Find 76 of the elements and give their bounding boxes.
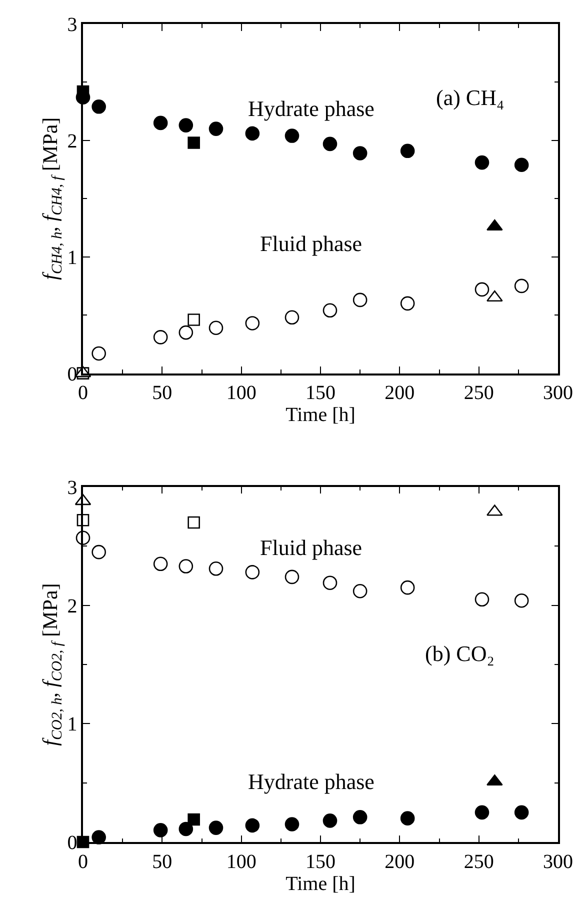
x-tick-label: 150	[306, 850, 336, 873]
point	[245, 126, 260, 141]
point	[284, 570, 300, 584]
annotation: Hydrate phase	[248, 96, 374, 121]
point	[188, 314, 200, 326]
point	[514, 593, 529, 608]
point	[92, 100, 106, 114]
y-tick-label: 1	[67, 246, 78, 269]
point	[188, 136, 200, 149]
point	[474, 282, 490, 297]
y-tick-label: 2	[67, 595, 78, 618]
point	[92, 830, 106, 844]
y-tick-label: 0	[67, 832, 78, 854]
x-tick-label: 250	[464, 382, 494, 404]
x-axis-title: Time [h]	[286, 872, 356, 895]
x-tick-label: 50	[152, 850, 172, 873]
x-tick-label: 250	[464, 850, 494, 873]
point	[208, 122, 224, 136]
point	[474, 805, 490, 820]
point	[178, 325, 194, 340]
point	[322, 576, 338, 590]
point	[400, 580, 415, 595]
annotation: Fluid phase	[260, 535, 362, 560]
point	[352, 292, 368, 308]
annotation: (a) CH₄	[436, 85, 504, 110]
y-tick-label: 3	[67, 476, 78, 499]
point	[245, 818, 260, 833]
x-tick-label: 200	[384, 850, 415, 873]
annotation: (b) CO₂	[425, 641, 494, 666]
y-tick-label: 3	[67, 14, 78, 36]
point	[514, 278, 529, 294]
point	[400, 811, 415, 826]
x-tick-label: 100	[226, 850, 256, 873]
point	[352, 146, 368, 160]
point	[245, 316, 260, 330]
point	[322, 136, 338, 152]
point	[514, 805, 529, 820]
x-tick-label: 300	[543, 382, 573, 404]
point	[188, 813, 200, 826]
point	[92, 346, 106, 361]
point	[284, 128, 300, 143]
point	[178, 822, 194, 836]
point	[153, 556, 168, 572]
point	[400, 144, 415, 158]
annotation: Hydrate phase	[248, 769, 374, 794]
point	[153, 116, 168, 130]
point	[178, 559, 194, 574]
x-axis-title: Time [h]	[286, 404, 356, 426]
point	[208, 320, 224, 336]
point	[352, 584, 368, 598]
x-tick-label: 50	[152, 382, 172, 404]
x-tick-label: 100	[226, 382, 256, 404]
point	[178, 118, 194, 132]
point	[208, 820, 224, 835]
point	[284, 817, 300, 832]
point	[153, 823, 168, 838]
point	[284, 310, 300, 325]
point	[474, 155, 490, 170]
point	[245, 565, 260, 580]
y-tick-label: 0	[67, 363, 78, 386]
y-tick-label: 2	[67, 130, 78, 152]
point	[474, 592, 490, 607]
x-tick-label: 300	[543, 850, 573, 873]
y-tick-label: 1	[67, 714, 78, 736]
point	[352, 810, 368, 824]
point	[322, 303, 338, 318]
annotation: Fluid phase	[260, 231, 362, 256]
point	[92, 544, 106, 560]
x-tick-label: 150	[306, 382, 336, 404]
point	[322, 814, 338, 828]
point	[514, 158, 529, 172]
point	[188, 516, 200, 529]
point	[208, 561, 224, 576]
x-tick-label: 200	[384, 382, 415, 404]
point	[400, 296, 415, 311]
point	[153, 330, 168, 344]
